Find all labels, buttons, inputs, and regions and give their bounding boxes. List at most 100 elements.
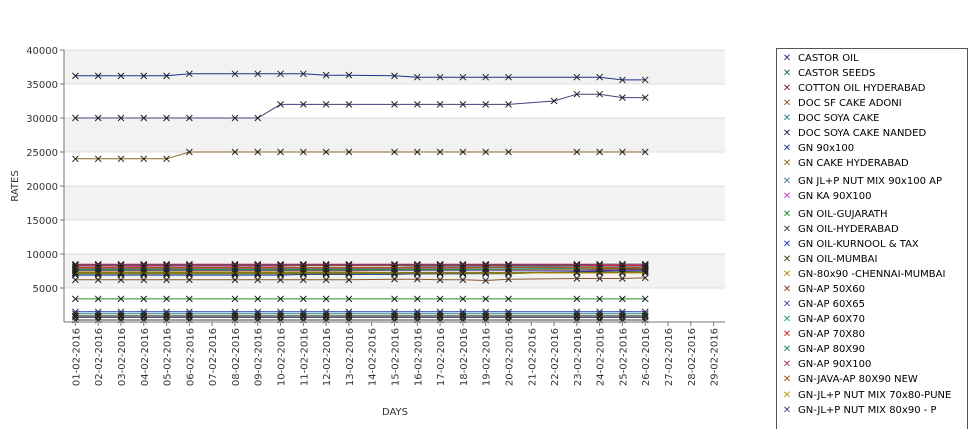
legend-marker-icon: ✕ [782,128,792,139]
data-point [163,114,170,122]
data-point [641,313,649,321]
data-point [459,73,467,81]
data-point [619,266,626,274]
legend-label: GN 90x100 [798,143,855,154]
x-tick-label: 04-02-2016 [140,328,151,386]
legend-item: ✕ GN JL+P NUT MIX 90x100 AP [780,176,966,187]
data-point [277,70,284,78]
legend-label: DOC SOYA CAKE [798,113,880,124]
data-point [140,276,148,284]
x-tick-label: 03-02-2016 [117,328,128,386]
data-point [345,269,353,277]
data-point [163,72,170,80]
data-point [596,269,603,277]
data-point [459,101,467,108]
legend-label: GN-JL+P NUT MIX 80x90 - P [798,405,937,416]
data-point [436,269,444,277]
data-point [641,264,649,271]
data-point [641,94,649,101]
legend-label: GN CAKE HYDERABAD [798,158,909,169]
data-point [391,264,398,271]
data-point [117,313,125,321]
data-point [505,101,512,108]
series-13 [72,312,649,320]
series-line [75,151,646,160]
data-point [140,295,148,303]
legend-marker-icon: ✕ [782,68,792,79]
data-point [573,148,581,156]
legend-marker-icon: ✕ [782,113,792,124]
legend-item: ✕ GN-AP 60X65 [780,299,966,310]
legend-item: ✕ GN-AP 50X60 [780,284,966,295]
legend-marker-icon: ✕ [782,390,792,401]
x-tick-label: 25-02-2016 [618,328,629,386]
data-point [186,70,193,78]
legend-label: GN KA 90X100 [798,191,872,202]
legend-item: ✕ COTTON OIL HYDERABAD [780,83,966,94]
legend-label: COTTON OIL HYDERABAD [798,83,926,94]
data-point [94,72,102,80]
legend-marker-icon: ✕ [782,314,792,325]
data-point [436,264,444,271]
legend-marker-icon: ✕ [782,98,792,109]
data-point [596,266,603,274]
data-point [413,313,421,321]
legend-item: ✕ GN-AP 70X80 [780,329,966,340]
data-point [573,275,581,282]
data-point [322,101,330,108]
data-point [619,312,626,320]
data-point [641,274,649,282]
data-point [641,295,649,303]
data-point [641,312,649,320]
legend-item: ✕ GN-80x90 -CHENNAI-MUMBAI [780,269,966,280]
data-point [254,276,262,284]
legend-item: ✕ GN-JAVA-AP 80X90 NEW [780,374,966,385]
data-point [573,313,581,321]
series-21 [72,264,649,271]
legend-marker-icon: ✕ [782,53,792,64]
data-point [505,266,512,274]
data-point [186,148,193,156]
data-point [596,313,603,321]
data-point [277,312,284,320]
y-tick-label: 35000 [26,80,58,91]
data-point [619,275,626,282]
data-point [231,264,239,271]
legend-label: GN-AP 50X60 [798,284,865,295]
data-point [482,277,490,284]
data-point [186,295,193,303]
legend-marker-icon: ✕ [782,299,792,310]
data-point [641,266,649,274]
data-point [299,313,307,321]
legend-label: GN-AP 70X80 [798,329,865,340]
data-point [94,276,102,284]
legend-item: ✕ GN-AP 60X70 [780,314,966,325]
data-point [505,73,512,81]
data-point [391,295,398,303]
x-tick-label: 28-02-2016 [687,328,698,386]
data-point [413,312,421,320]
data-point [436,101,444,108]
data-point [140,114,148,122]
data-point [94,313,102,321]
x-tick-label: 09-02-2016 [254,328,265,386]
legend-marker-icon: ✕ [782,191,792,202]
data-point [117,264,125,271]
series-22 [72,269,649,277]
y-tick-label: 40000 [26,46,58,57]
data-point [482,73,490,81]
data-point [505,312,512,320]
data-point [163,312,170,320]
data-point [345,264,353,271]
data-point [345,276,353,284]
data-point [573,312,581,320]
legend-label: GN-80x90 -CHENNAI-MUMBAI [798,269,946,280]
legend-label: GN-AP 90X100 [798,359,872,370]
legend-label: GN OIL-MUMBAI [798,254,878,265]
data-point [94,269,102,277]
grid-band [64,84,725,118]
data-point [391,269,398,277]
series-lines [72,70,649,324]
y-tick-label: 25000 [26,148,58,159]
data-point [231,114,239,122]
